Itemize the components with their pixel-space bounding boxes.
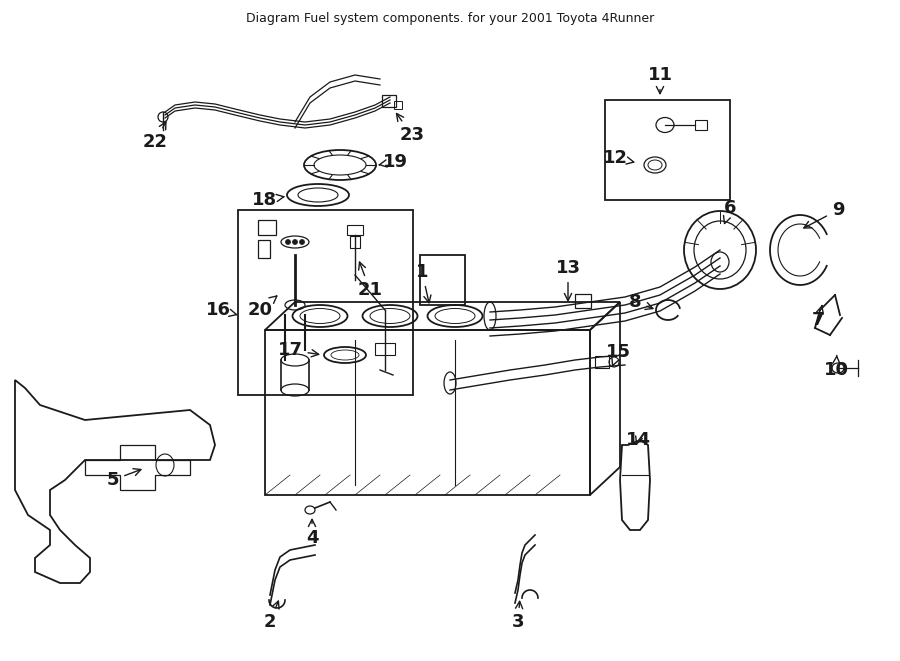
- Text: 9: 9: [804, 201, 844, 228]
- Text: 16: 16: [205, 301, 237, 319]
- Bar: [258, 240, 270, 258]
- Text: 14: 14: [626, 431, 651, 449]
- Text: Diagram Fuel system components. for your 2001 Toyota 4Runner: Diagram Fuel system components. for your…: [246, 12, 654, 25]
- Bar: [382, 95, 396, 107]
- Text: 23: 23: [397, 114, 425, 144]
- Text: 2: 2: [264, 601, 279, 631]
- Text: 22: 22: [142, 122, 167, 151]
- Text: 21: 21: [357, 262, 382, 299]
- Bar: [265, 330, 590, 495]
- Circle shape: [292, 239, 298, 245]
- Text: 17: 17: [277, 341, 319, 359]
- Text: 5: 5: [107, 469, 141, 489]
- Text: 12: 12: [602, 149, 634, 167]
- Text: 6: 6: [724, 199, 736, 223]
- Bar: [375, 343, 395, 355]
- Bar: [605, 100, 730, 200]
- Text: 18: 18: [252, 191, 284, 209]
- Text: 3: 3: [512, 602, 524, 631]
- Bar: [394, 101, 402, 109]
- Bar: [238, 210, 413, 395]
- Bar: [347, 225, 363, 235]
- Bar: [420, 255, 465, 305]
- Text: 13: 13: [555, 259, 580, 301]
- Text: 8: 8: [629, 293, 652, 311]
- Text: 11: 11: [647, 66, 672, 94]
- Text: 1: 1: [416, 263, 431, 303]
- Text: 20: 20: [248, 296, 277, 319]
- Text: 4: 4: [306, 520, 319, 547]
- Text: 10: 10: [824, 356, 849, 379]
- Circle shape: [285, 239, 291, 245]
- Bar: [695, 120, 707, 130]
- Bar: [595, 356, 609, 368]
- Text: 19: 19: [379, 153, 408, 171]
- Text: 15: 15: [606, 343, 631, 366]
- Circle shape: [300, 239, 304, 245]
- Bar: [350, 236, 360, 248]
- Bar: [575, 294, 591, 308]
- Text: 7: 7: [812, 305, 824, 329]
- Bar: [258, 220, 276, 235]
